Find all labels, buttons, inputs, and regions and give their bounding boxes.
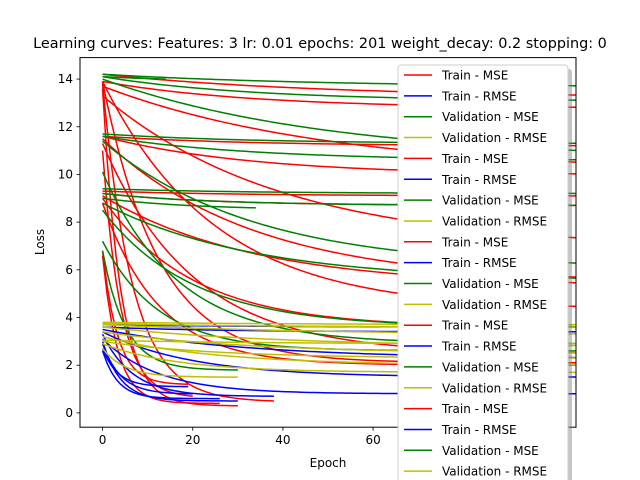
legend-label: Validation - MSE [442,444,539,458]
legend-label: Train - MSE [441,235,508,249]
y-axis-label: Loss [33,229,47,255]
chart-title: Learning curves: Features: 3 lr: 0.01 ep… [33,36,607,52]
y-tick-label: 6 [65,263,73,277]
x-tick-label: 20 [185,433,200,447]
legend-items: Train - MSE Train - RMSE Validation - MSE V… [404,69,547,479]
series-line-train-mse-7 [101,88,238,407]
legend-label: Validation - RMSE [442,381,547,395]
legend-label: Train - MSE [441,319,508,333]
x-axis-label: Epoch [310,456,347,470]
legend-label: Train - MSE [441,69,508,83]
y-tick-label: 2 [65,358,73,372]
legend-label: Train - RMSE [441,89,517,103]
series-line-train-mse-12 [101,150,193,397]
series-line-validation-mse-33 [102,75,166,80]
legend-label: Train - RMSE [441,423,517,437]
legend-label: Validation - MSE [442,110,539,124]
x-tick-label: 60 [365,433,380,447]
y-tick-label: 14 [58,72,73,86]
series-line-train-rmse-28 [101,348,189,388]
legend-label: Validation - RMSE [442,131,547,145]
x-axis: 0 20 40 60 [99,427,381,447]
legend-label: Validation - RMSE [442,214,547,228]
series-line-train-rmse-24 [101,333,274,397]
y-tick-label: 4 [65,311,73,325]
y-tick-label: 10 [58,167,73,181]
x-tick-label: 40 [275,433,290,447]
plot-frame [79,57,577,428]
y-tick-label: 8 [65,215,73,229]
legend-label: Train - MSE [441,402,508,416]
series-line-validation-mse-40 [102,197,256,209]
legend-label: Train - RMSE [441,256,517,270]
legend-label: Validation - MSE [442,194,539,208]
series-line-train-mse-19 [101,255,220,405]
y-tick-label: 12 [58,120,73,134]
legend-label: Validation - RMSE [442,298,547,312]
legend-label: Validation - MSE [442,277,539,291]
legend-label: Train - MSE [441,152,508,166]
y-axis: 0 2 4 6 8 10 12 14 [58,72,80,420]
legend: Train - MSE Train - RMSE Validation - MSE V… [397,64,572,480]
series-line-validation-rmse-54 [101,348,238,378]
x-tick-label: 0 [99,433,107,447]
y-tick-label: 0 [65,406,73,420]
legend-box [397,64,569,480]
legend-label: Train - RMSE [441,340,517,354]
series-line-train-rmse-26 [101,341,238,402]
legend-label: Validation - MSE [442,360,539,374]
legend-label: Validation - RMSE [442,465,547,479]
legend-label: Train - RMSE [441,173,517,187]
series-line-train-rmse-29 [101,350,220,400]
